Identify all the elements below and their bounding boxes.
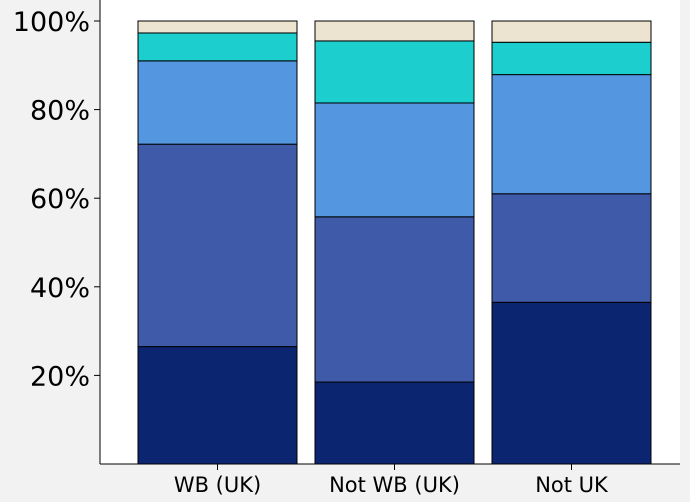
bar-segment-3-2 xyxy=(491,193,652,303)
y-ticks-group: 20% 40% 60% 80% 100% xyxy=(13,7,100,392)
bar-segment-1-4 xyxy=(137,32,298,62)
x-tick-label: WB (UK) xyxy=(174,473,261,497)
bar-segment-1-1 xyxy=(137,346,298,465)
y-tick-label: 60% xyxy=(30,184,90,215)
bar-segment-3-5 xyxy=(491,20,652,43)
x-ticks-group: WB (UK) Not WB (UK) Not UK xyxy=(174,464,609,497)
bar-segment-3-4 xyxy=(491,41,652,76)
bar-segment-2-2 xyxy=(314,216,475,383)
y-tick-label: 20% xyxy=(30,361,90,392)
bar-segment-1-2 xyxy=(137,143,298,348)
bar-segment-2-4 xyxy=(314,40,475,104)
y-tick-label: 80% xyxy=(30,96,90,127)
x-tick-label: Not WB (UK) xyxy=(329,473,460,497)
y-tick-label: 100% xyxy=(13,7,90,38)
bar-segment-1-5 xyxy=(137,20,298,34)
y-tick-label: 40% xyxy=(30,273,90,304)
bar-segment-3-1 xyxy=(491,301,652,465)
x-tick-label: Not UK xyxy=(535,473,609,497)
bars-group xyxy=(137,20,652,465)
bar-segment-2-1 xyxy=(314,381,475,465)
bar-segment-3-3 xyxy=(491,74,652,195)
bar-segment-2-5 xyxy=(314,20,475,42)
bar-segment-1-3 xyxy=(137,60,298,145)
bar-segment-2-3 xyxy=(314,102,475,218)
